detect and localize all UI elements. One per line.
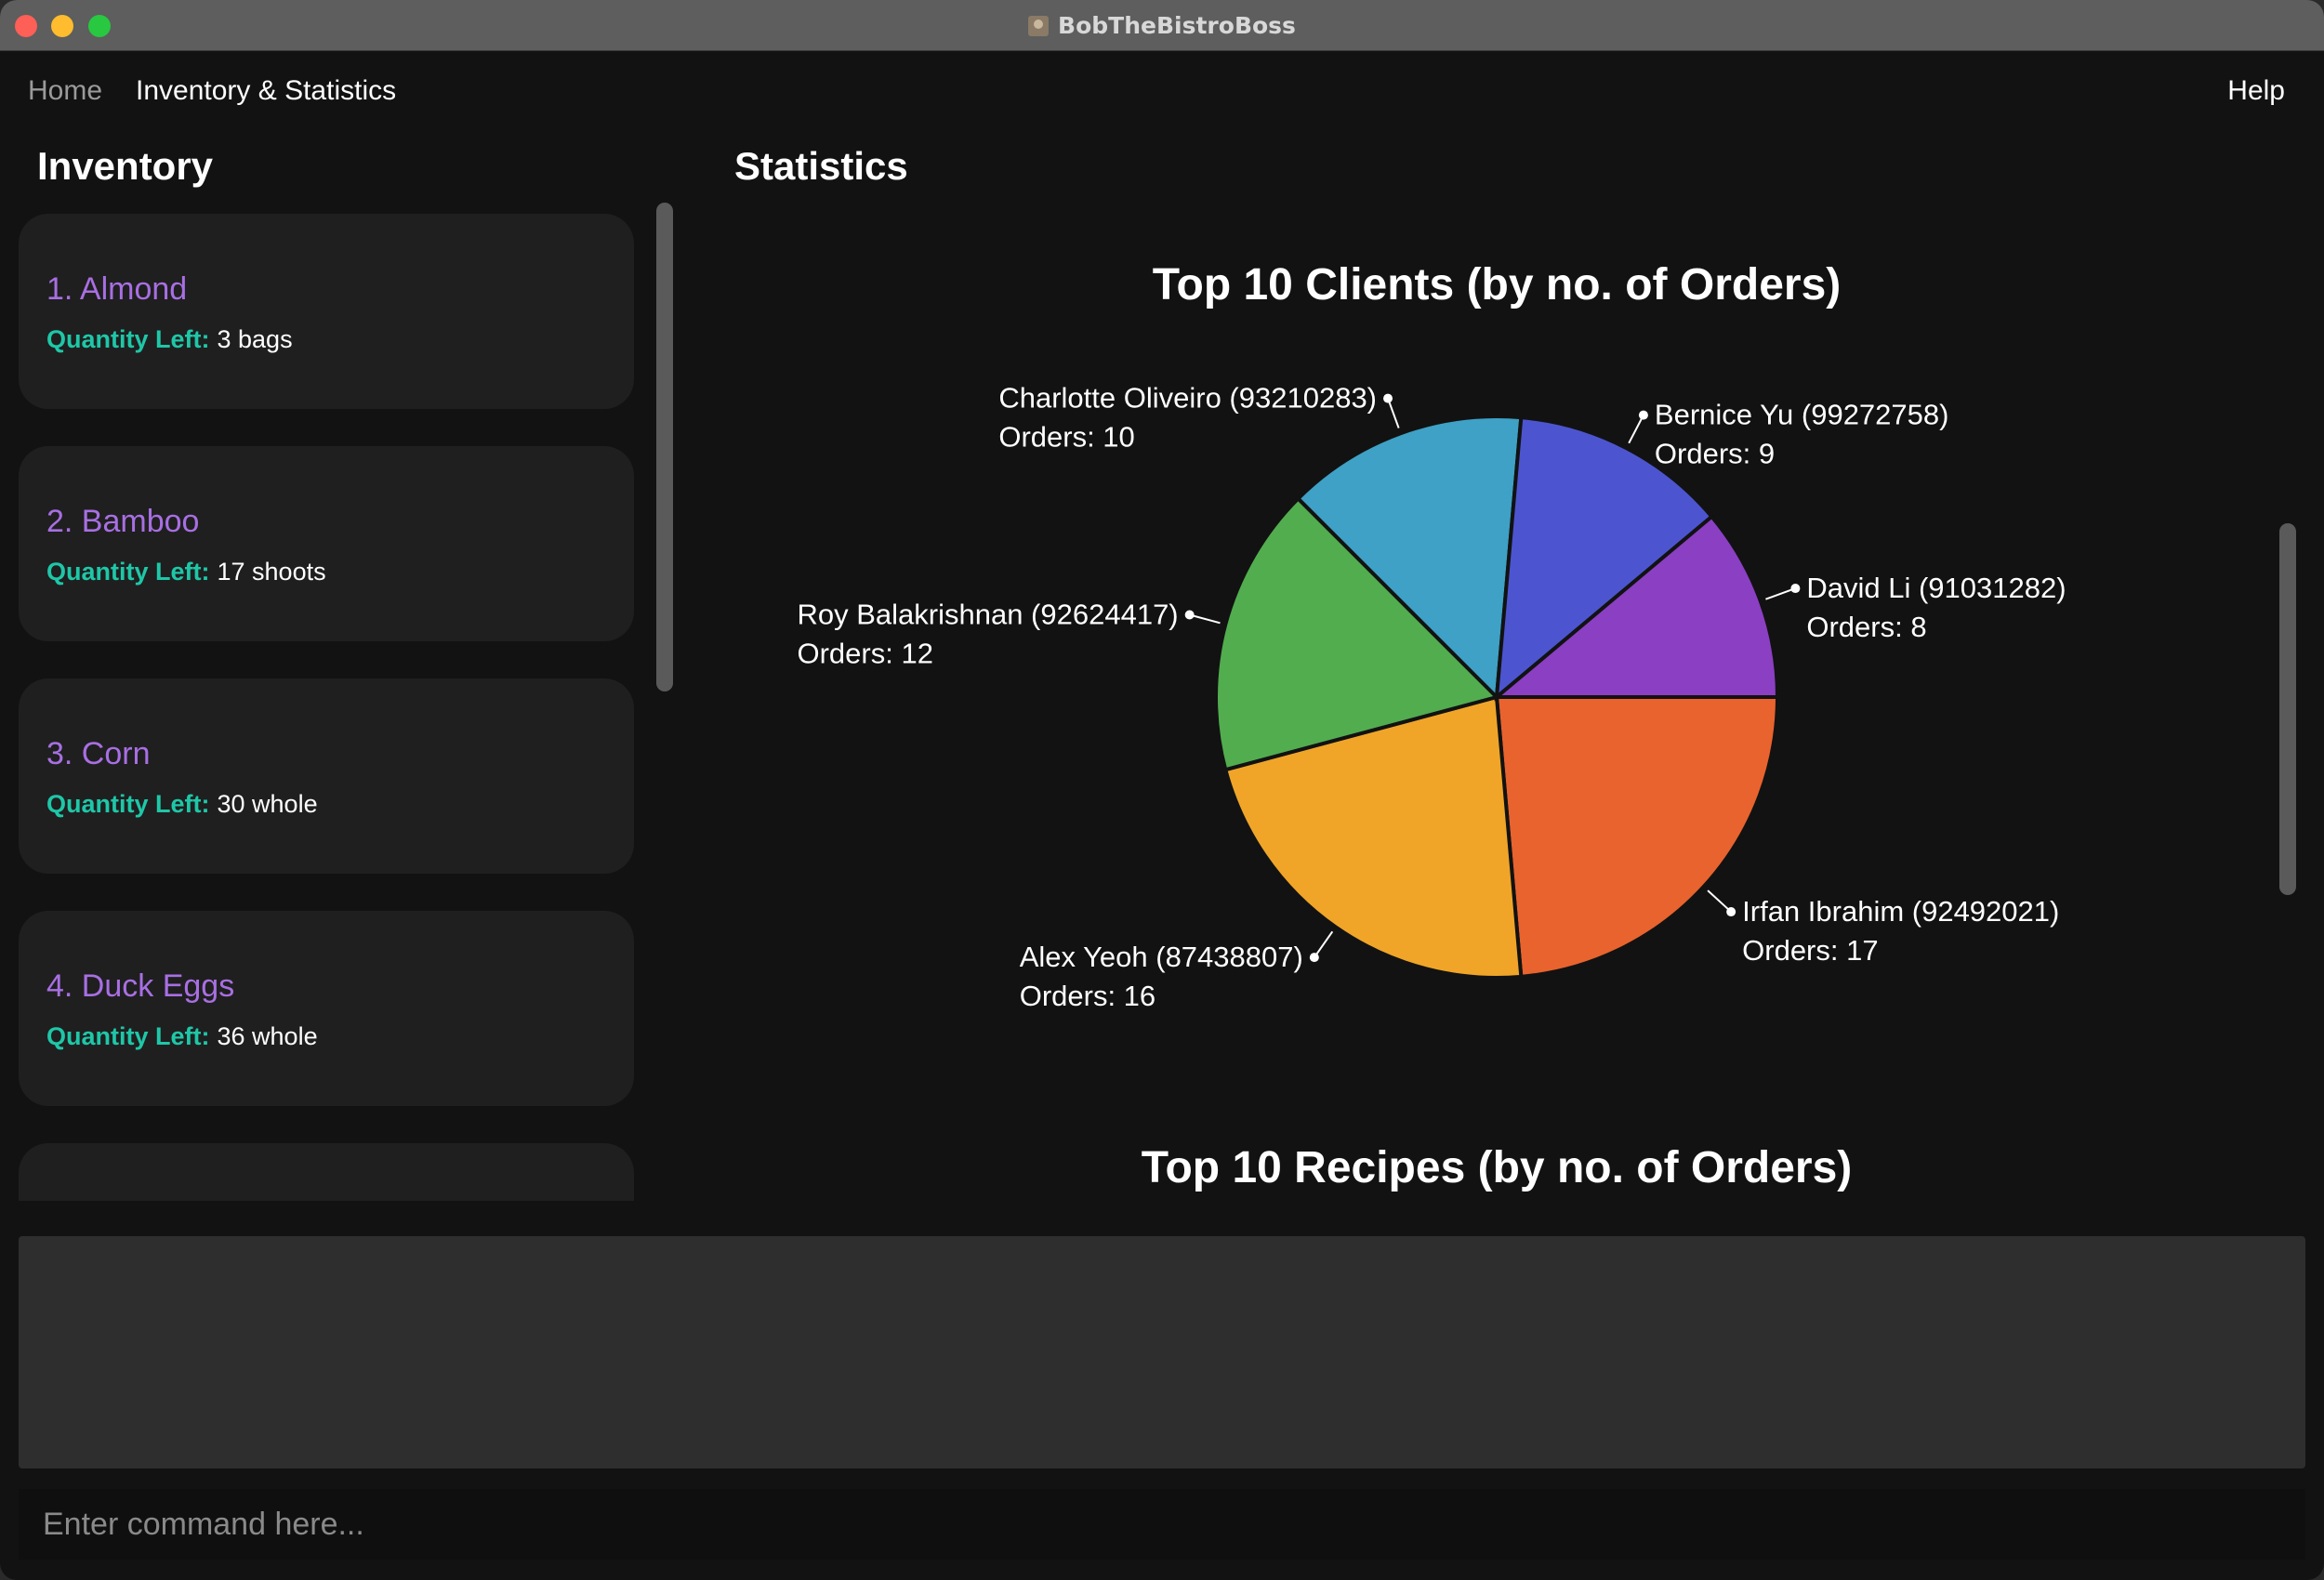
pie-slice	[1295, 415, 1524, 702]
pie-slice	[1494, 415, 1715, 702]
slice-name-label: Irfan Ibrahim (92492021)	[1742, 895, 2059, 928]
label-dot	[1184, 610, 1195, 620]
menu-inventory-statistics[interactable]: Inventory & Statistics	[136, 75, 397, 106]
item-name: 3. Corn	[46, 736, 151, 771]
qty-label: Quantity Left:	[46, 790, 210, 818]
label-leader-line	[1387, 398, 1400, 428]
slice-name-label: Charlotte Oliveiro (93210283)	[998, 382, 1377, 415]
inventory-scrollbar[interactable]	[656, 203, 673, 691]
minimize-window-button[interactable]	[51, 15, 73, 37]
qty-label: Quantity Left:	[46, 558, 210, 586]
command-input[interactable]	[19, 1489, 2305, 1560]
inventory-card[interactable]: 2. Bamboo Quantity Left: 17 shoots	[19, 446, 634, 641]
clients-pie-chart: Top 10 Clients (by no. of Orders) Irfan …	[797, 260, 2066, 1192]
inventory-card[interactable]: 1. Almond Quantity Left: 3 bags	[19, 214, 634, 409]
slice-value-label: Orders: 12	[797, 637, 932, 669]
inventory-card[interactable]: 4. Duck Eggs Quantity Left: 36 whole	[19, 911, 634, 1106]
slice-name-label: David Li (91031282)	[1806, 572, 2066, 604]
title-bar: BobTheBistroBoss	[0, 0, 2324, 51]
menu-help[interactable]: Help	[2227, 75, 2285, 106]
label-leader-line	[1628, 415, 1644, 444]
slice-value-label: Orders: 9	[1655, 438, 1775, 470]
slice-value-label: Orders: 17	[1742, 934, 1878, 967]
slice-value-label: Orders: 16	[1020, 980, 1155, 1012]
label-dot	[1790, 584, 1801, 594]
qty-label: Quantity Left:	[46, 325, 210, 353]
item-name: 4. Duck Eggs	[46, 968, 235, 1004]
slice-value-label: Orders: 8	[1806, 611, 1926, 643]
label-leader-line	[1314, 930, 1334, 958]
pie-slices	[1214, 415, 1780, 980]
qty-value: 3 bags	[217, 325, 293, 353]
slice-value-label: Orders: 10	[998, 421, 1134, 454]
close-window-button[interactable]	[15, 15, 37, 37]
item-name: 1. Almond	[46, 271, 188, 307]
inventory-list[interactable]: 1. Almond Quantity Left: 3 bags 2. Bamboo…	[19, 212, 634, 1201]
inventory-title: Inventory	[37, 144, 214, 188]
statistics-title: Statistics	[734, 144, 908, 188]
pie-slice	[1494, 695, 1780, 980]
label-leader-line	[1189, 613, 1221, 625]
qty-value: 30 whole	[217, 790, 318, 818]
menu-bar: Home Inventory & Statistics Help	[0, 51, 2324, 135]
label-dot	[1383, 393, 1393, 403]
label-leader-line	[1707, 889, 1732, 913]
slice-name-label: Alex Yeoh (87438807)	[1020, 941, 1303, 973]
inventory-card[interactable]: 3. Corn Quantity Left: 30 whole	[19, 678, 634, 874]
result-display	[19, 1236, 2305, 1468]
recipes-chart-title: Top 10 Recipes (by no. of Orders)	[1142, 1143, 1853, 1192]
pie-slice	[1214, 495, 1500, 772]
label-dot	[1309, 953, 1319, 963]
slice-name-label: Bernice Yu (99272758)	[1655, 399, 1949, 431]
window-title: BobTheBistroBoss	[1058, 12, 1296, 39]
qty-label: Quantity Left:	[46, 1022, 210, 1050]
label-dot	[1726, 907, 1736, 917]
qty-value: 36 whole	[217, 1022, 318, 1050]
label-leader-line	[1765, 587, 1796, 600]
slice-name-label: Roy Balakrishnan (92624417)	[797, 598, 1178, 630]
item-name: 2. Bamboo	[46, 504, 200, 539]
inventory-card-partial[interactable]	[19, 1143, 634, 1201]
qty-value: 17 shoots	[217, 558, 326, 586]
app-icon	[1028, 15, 1050, 36]
statistics-scrollbar[interactable]	[2279, 523, 2296, 895]
pie-slice	[1491, 514, 1780, 699]
menu-home[interactable]: Home	[28, 75, 103, 106]
pie-labels: Irfan Ibrahim (92492021) Orders: 17 Alex Y…	[797, 382, 2066, 1013]
label-dot	[1638, 410, 1648, 420]
pie-slice	[1222, 694, 1524, 980]
chart-title: Top 10 Clients (by no. of Orders)	[1153, 260, 1842, 309]
maximize-window-button[interactable]	[88, 15, 111, 37]
